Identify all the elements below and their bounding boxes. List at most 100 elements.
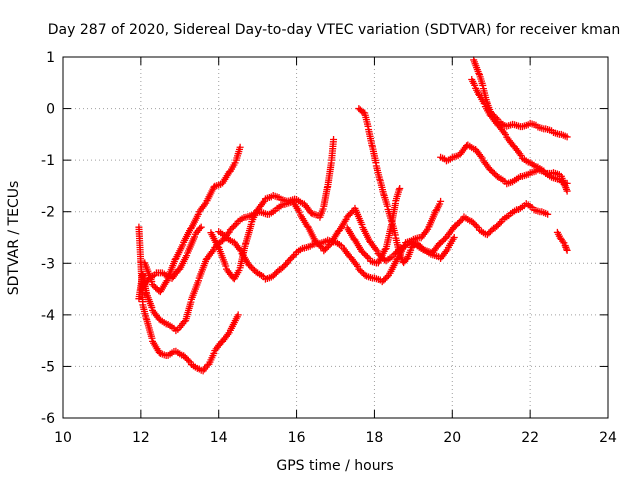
data-point-marker [472,222,480,230]
data-point-marker [490,170,498,178]
data-point-marker [454,220,462,228]
data-point-marker [149,281,157,289]
data-point-marker [324,242,332,250]
data-point-marker [493,222,501,230]
data-point-marker [437,239,445,247]
y-tick-label: -1 [41,153,55,169]
series-track-8 [343,185,404,267]
data-point-marker [493,173,501,181]
data-point-marker [148,278,156,286]
data-point-marker [320,247,328,255]
series-track-4 [141,143,244,296]
data-point-marker [236,143,244,151]
data-point-marker [487,166,495,174]
data-point-marker [196,224,204,232]
data-point-marker [483,231,491,239]
data-point-marker [359,248,367,256]
data-point-marker [247,263,255,271]
data-point-marker [452,221,460,229]
x-tick-labels: 10 12 14 16 18 20 22 24 [54,430,617,446]
data-point-marker [317,243,325,251]
y-tick-labels: -6 -5 -4 -3 -2 -1 0 1 [41,50,55,427]
data-point-marker [277,265,285,273]
x-tick-label: 12 [132,430,150,446]
data-point-marker [457,217,465,225]
data-point-marker [228,224,236,232]
data-markers [135,56,571,375]
data-point-marker [563,187,571,195]
data-point-marker [563,179,571,187]
data-point-marker [489,168,497,176]
plot-frame [62,56,609,419]
data-point-marker [469,219,477,227]
data-point-marker [416,242,424,250]
data-point-marker [289,252,297,260]
data-point-marker [271,270,279,278]
data-point-marker [355,265,363,273]
data-point-marker [269,272,277,280]
x-tick-label: 14 [210,430,228,446]
data-point-marker [222,262,230,270]
x-tick-label: 22 [521,430,539,446]
data-point-marker [345,211,353,219]
data-point-marker [380,276,388,284]
data-point-marker [468,217,476,225]
data-point-marker [181,353,189,361]
data-point-marker [231,221,239,229]
y-tick-label: -2 [41,205,55,221]
series-track-6 [215,197,445,286]
data-point-marker [180,352,188,360]
data-point-marker [148,303,156,311]
series-track-9 [437,141,571,195]
data-point-marker [390,251,398,259]
x-axis-label: GPS time / hours [276,458,393,474]
x-tick-label: 16 [288,430,306,446]
data-point-marker [471,220,479,228]
series-track-2 [135,223,242,375]
data-point-marker [383,273,391,281]
axis-ticks [62,56,609,419]
data-point-marker [307,209,315,217]
data-point-marker [230,223,238,231]
y-tick-label: -4 [41,308,55,324]
x-tick-label: 10 [54,430,72,446]
data-point-marker [252,268,260,276]
data-point-marker [450,234,458,241]
data-point-marker [475,69,483,77]
series-track-12 [553,228,571,254]
data-point-marker [378,278,386,286]
data-point-marker [413,239,421,247]
y-axis-label: SDTVAR / TECUs [6,181,22,296]
data-point-marker [272,269,280,277]
data-point-marker [280,262,288,270]
data-point-marker [249,265,257,273]
data-point-marker [437,197,445,205]
x-tick-label: 20 [443,430,461,446]
data-point-marker [485,229,493,237]
data-point-marker [234,311,242,319]
data-point-marker [455,218,463,226]
data-point-marker [491,224,499,232]
data-point-marker [358,268,366,276]
data-point-marker [246,262,254,270]
data-point-marker [563,246,571,254]
data-point-marker [381,245,389,253]
data-point-marker [226,226,234,234]
y-tick-label: 0 [46,102,55,118]
data-point-marker [323,244,331,252]
data-point-marker [494,221,502,229]
data-point-marker [184,356,192,364]
data-point-marker [440,236,448,244]
data-point-marker [363,253,371,261]
data-point-marker [438,237,446,245]
data-point-marker [480,100,488,108]
data-point-marker [415,241,423,249]
y-tick-label: 1 [46,50,55,66]
series-track-5 [207,136,338,283]
data-point-marker [152,284,160,292]
data-point-marker [321,245,329,253]
series-track-10 [470,56,571,141]
chart-title: Day 287 of 2020, Sidereal Day-to-day VTE… [48,22,620,38]
data-point-marker [356,267,364,275]
